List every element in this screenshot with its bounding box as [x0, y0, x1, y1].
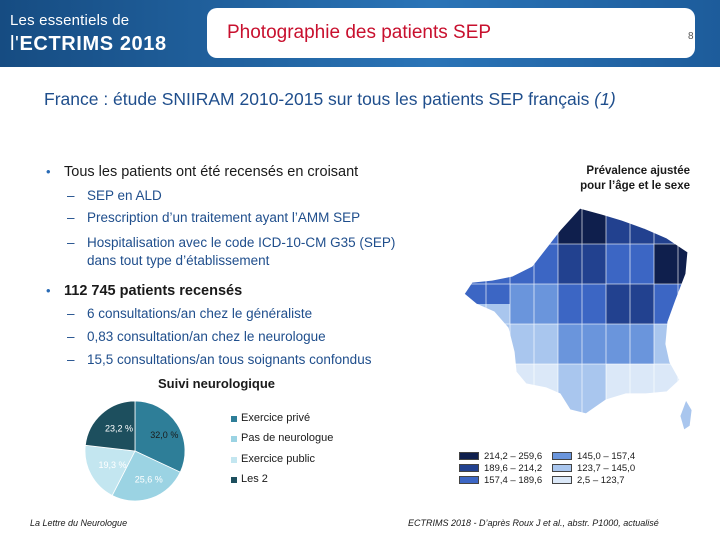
legend-label-1: 189,6 – 214,2 [484, 463, 543, 474]
pie-value-label-0: 32,0 % [150, 430, 178, 440]
sub-item-all: – 15,5 consultations/an tous soignants c… [67, 351, 372, 368]
sub-item-prescription-text: Prescription d’un traitement ayant l’AMM… [87, 210, 361, 225]
pie-slice-1 [111, 450, 181, 502]
pie-value-label-2: 19,3 % [99, 460, 127, 470]
pie-value-label-3: 23,2 % [105, 424, 133, 434]
pie-slice-0 [134, 400, 186, 473]
legend-label-5: 2,5 – 123,7 [577, 475, 625, 486]
pie-slice-2 [84, 444, 136, 497]
sub-item-gp-text: 6 consultations/an chez le généraliste [87, 306, 313, 321]
dash-marker: – [67, 188, 75, 203]
pie-legend-swatch-3 [231, 477, 237, 483]
pie-slices [84, 400, 186, 502]
legend-label-2: 157,4 – 189,6 [484, 475, 543, 486]
sub-item-prescription: – Prescription d’un traitement ayant l’A… [67, 209, 361, 226]
pie-legend-label-0: Exercice privé [241, 412, 311, 424]
legend-swatch-3 [552, 452, 572, 460]
sub-item-ald-text: SEP en ALD [87, 188, 162, 203]
sub-item-neuro-text: 0,83 consultation/an chez le neurologue [87, 329, 326, 344]
brand-title-text: ECTRIMS 2018 [19, 33, 167, 55]
bullet-method: • Tous les patients ont été recensés en … [46, 164, 359, 180]
legend-swatch-2 [459, 476, 479, 484]
pie-slice-3 [84, 400, 136, 452]
bullet-dot: • [46, 164, 51, 179]
legend-label-3: 145,0 – 157,4 [577, 451, 636, 462]
bullet-patient-count: • 112 745 patients recensés [46, 283, 243, 299]
footer-source-left: La Lettre du Neurologue [30, 518, 128, 528]
dash-marker: – [67, 306, 75, 321]
map-regions [464, 208, 688, 414]
legend-label-0: 214,2 – 259,6 [484, 451, 543, 462]
corsica-region [679, 399, 693, 431]
bullet-dot: • [46, 283, 51, 298]
pie-legend-label-3: Les 2 [241, 473, 268, 485]
brand-title: l'ECTRIMS 2018 [10, 33, 167, 56]
pie-chart: 32,0 % 25,6 % 19,3 % 23,2 % [84, 400, 186, 502]
pie-legend-item-3: Les 2 [231, 473, 268, 485]
footer-source-right: ECTRIMS 2018 - D’après Roux J et al., ab… [408, 518, 659, 528]
pie-legend-swatch-2 [231, 457, 237, 463]
france-prevalence-map [462, 204, 702, 434]
title-box: Photographie des patients SEP [207, 8, 695, 58]
brand-prefix: l' [10, 33, 20, 55]
france-outline [463, 207, 689, 415]
france-map-svg [463, 207, 693, 431]
map-caption-line1: Prévalence ajustée [586, 165, 690, 177]
legend-swatch-5 [552, 476, 572, 484]
dash-marker: – [67, 329, 75, 344]
pie-legend-swatch-1 [231, 436, 237, 442]
sub-item-neuro: – 0,83 consultation/an chez le neurologu… [67, 328, 326, 345]
sub-item-hospitalisation-cont: dans tout type d’établissement [87, 253, 270, 268]
legend-label-4: 123,7 – 145,0 [577, 463, 636, 474]
bullet-method-text: Tous les patients ont été recensés en cr… [64, 164, 359, 180]
pie-legend-item-1: Pas de neurologue [231, 432, 334, 444]
header-band: Les essentiels de l'ECTRIMS 2018 Photogr… [0, 0, 720, 67]
pie-value-label-1: 25,6 % [135, 474, 163, 484]
study-title-text: France : étude SNIIRAM 2010-2015 sur tou… [44, 89, 590, 109]
bullet-patient-count-text: 112 745 patients recensés [64, 283, 243, 299]
slide-title: Photographie des patients SEP [227, 22, 492, 43]
dash-marker: – [67, 352, 75, 367]
sub-item-ald: – SEP en ALD [67, 187, 162, 204]
study-reference: (1) [594, 89, 616, 109]
sub-item-all-text: 15,5 consultations/an tous soignants con… [87, 352, 372, 367]
pie-legend-item-0: Exercice privé [231, 412, 311, 424]
pie-legend-label-1: Pas de neurologue [241, 432, 334, 444]
pie-chart-title: Suivi neurologique [158, 376, 276, 391]
map-caption: Prévalence ajustée pour l’âge et le sexe [520, 164, 690, 194]
dash-marker: – [67, 235, 75, 250]
pie-legend-label-2: Exercice public [241, 453, 315, 465]
page-number: 8 [688, 31, 694, 42]
study-heading: France : étude SNIIRAM 2010-2015 sur tou… [44, 87, 704, 111]
brand-subtitle: Les essentiels de [10, 12, 130, 29]
map-caption-line2: pour l’âge et le sexe [580, 180, 690, 192]
pie-legend-item-2: Exercice public [231, 453, 315, 465]
pie-legend-swatch-0 [231, 416, 237, 422]
legend-swatch-0 [459, 452, 479, 460]
dash-marker: – [67, 210, 75, 225]
sub-item-gp: – 6 consultations/an chez le généraliste [67, 305, 313, 322]
sub-item-hospitalisation-text: Hospitalisation avec le code ICD-10-CM G… [87, 235, 396, 250]
legend-swatch-1 [459, 464, 479, 472]
legend-swatch-4 [552, 464, 572, 472]
sub-item-hospitalisation: – Hospitalisation avec le code ICD-10-CM… [67, 234, 396, 251]
